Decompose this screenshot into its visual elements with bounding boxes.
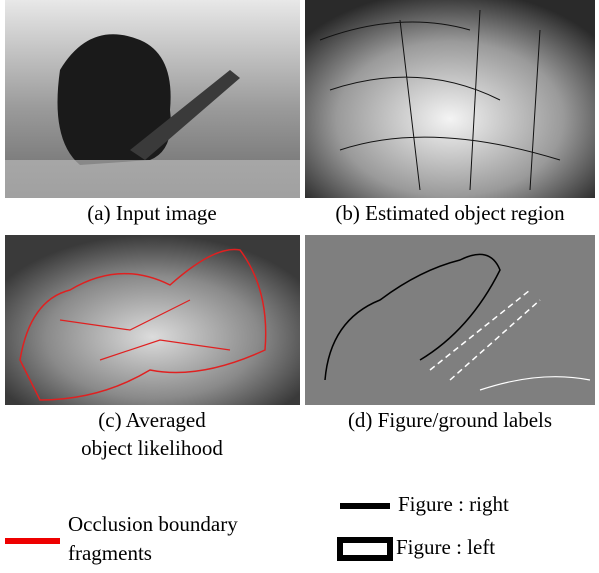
caption: (b) Estimated object region (335, 201, 565, 225)
caption: (a) Input image (87, 201, 216, 225)
legend-label: fragments (68, 541, 152, 565)
legend-label: Occlusion boundary (68, 512, 238, 536)
legend-swatch (340, 540, 390, 558)
caption: (c) Averaged (98, 408, 206, 432)
caption: (d) Figure/ground labels (348, 408, 552, 432)
object-region-image (305, 0, 595, 198)
input-image (5, 0, 300, 198)
legend-label: Figure : left (396, 535, 495, 559)
likelihood-image (5, 235, 300, 405)
figure: (a) Input image (b) Estimated object reg… (0, 0, 599, 573)
figure-ground-image (305, 235, 595, 405)
legend-label: Figure : right (398, 492, 509, 516)
caption: object likelihood (81, 436, 223, 460)
